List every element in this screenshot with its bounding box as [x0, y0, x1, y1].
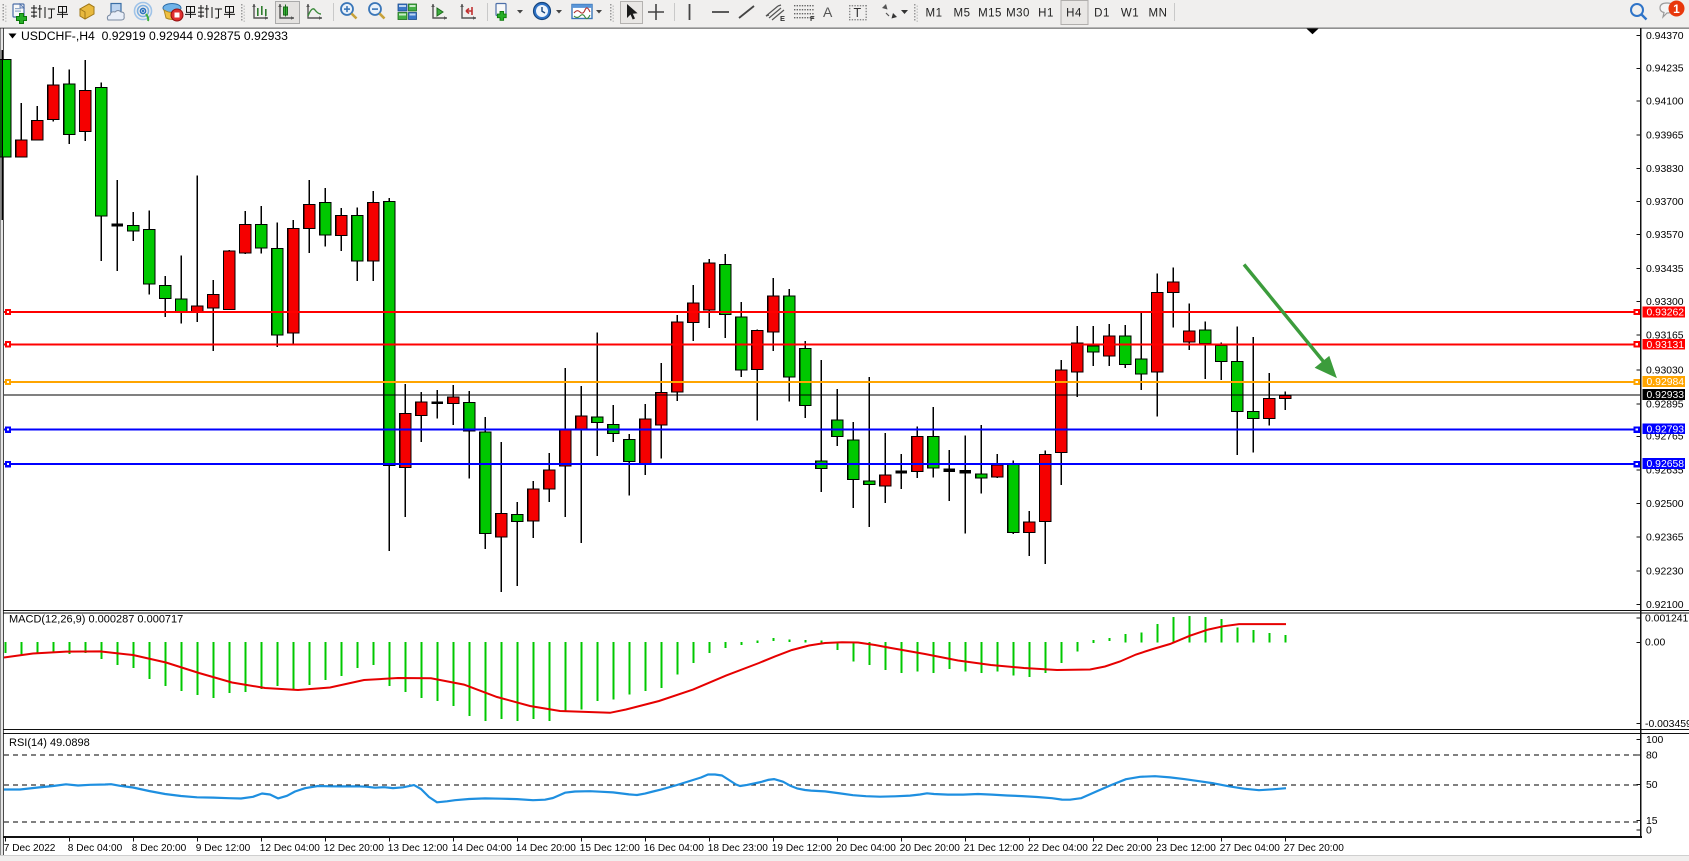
- svg-text:0.92500: 0.92500: [1646, 499, 1684, 510]
- svg-text:W1: W1: [1121, 8, 1139, 20]
- svg-text:0.92793: 0.92793: [1647, 424, 1685, 435]
- svg-text:0.92635: 0.92635: [1646, 465, 1684, 476]
- svg-text:0.92765: 0.92765: [1646, 432, 1684, 443]
- svg-text:0.94370: 0.94370: [1646, 31, 1684, 42]
- svg-text:15 Dec 12:00: 15 Dec 12:00: [580, 843, 640, 854]
- svg-text:E: E: [780, 14, 785, 23]
- svg-text:8 Dec 04:00: 8 Dec 04:00: [68, 843, 123, 854]
- svg-text:20 Dec 04:00: 20 Dec 04:00: [836, 843, 896, 854]
- svg-text:0.92230: 0.92230: [1646, 566, 1684, 577]
- svg-text:0.00: 0.00: [1645, 638, 1665, 649]
- svg-text:T: T: [854, 6, 862, 20]
- svg-text:M5: M5: [954, 8, 971, 20]
- svg-text:12 Dec 04:00: 12 Dec 04:00: [260, 843, 320, 854]
- svg-text:23 Dec 12:00: 23 Dec 12:00: [1156, 843, 1216, 854]
- svg-text:13 Dec 12:00: 13 Dec 12:00: [388, 843, 448, 854]
- svg-text:27 Dec 04:00: 27 Dec 04:00: [1220, 843, 1280, 854]
- svg-text:22 Dec 04:00: 22 Dec 04:00: [1028, 843, 1088, 854]
- svg-text:0.92658: 0.92658: [1647, 459, 1685, 470]
- svg-text:MACD(12,26,9) 0.000287 0.00071: MACD(12,26,9) 0.000287 0.000717: [9, 614, 183, 626]
- svg-text:9 Dec 12:00: 9 Dec 12:00: [196, 843, 251, 854]
- svg-text:27 Dec 20:00: 27 Dec 20:00: [1284, 843, 1344, 854]
- svg-text:12 Dec 20:00: 12 Dec 20:00: [324, 843, 384, 854]
- svg-text:A: A: [823, 4, 833, 20]
- svg-text:0.93700: 0.93700: [1646, 197, 1684, 208]
- svg-text:MN: MN: [1149, 8, 1168, 20]
- svg-text:0.93262: 0.93262: [1647, 308, 1685, 319]
- svg-text:0.93030: 0.93030: [1646, 365, 1684, 376]
- svg-text:D1: D1: [1094, 8, 1110, 20]
- svg-text:15: 15: [1646, 816, 1658, 827]
- svg-text:80: 80: [1646, 751, 1658, 762]
- svg-text:0.92365: 0.92365: [1646, 532, 1684, 543]
- svg-text:0.93131: 0.93131: [1647, 340, 1685, 351]
- svg-text:50: 50: [1646, 780, 1658, 791]
- svg-text:0.93830: 0.93830: [1646, 164, 1684, 175]
- svg-text:20 Dec 20:00: 20 Dec 20:00: [900, 843, 960, 854]
- svg-text:F: F: [810, 14, 815, 23]
- svg-text:RSI(14) 49.0898: RSI(14) 49.0898: [9, 737, 90, 749]
- svg-text:14 Dec 04:00: 14 Dec 04:00: [452, 843, 512, 854]
- svg-text:0.92984: 0.92984: [1647, 377, 1685, 388]
- svg-text:USDCHF-,H4 0.92919 0.92944 0.: USDCHF-,H4 0.92919 0.92944 0.92875 0.929…: [21, 29, 288, 43]
- svg-text:H4: H4: [1066, 8, 1082, 20]
- svg-text:0.001241: 0.001241: [1645, 614, 1689, 625]
- svg-text:7 Dec 2022: 7 Dec 2022: [4, 843, 56, 854]
- svg-text:H1: H1: [1038, 8, 1054, 20]
- svg-text:21 Dec 12:00: 21 Dec 12:00: [964, 843, 1024, 854]
- svg-text:14 Dec 20:00: 14 Dec 20:00: [516, 843, 576, 854]
- svg-text:0.92895: 0.92895: [1646, 399, 1684, 410]
- svg-text:0.94100: 0.94100: [1646, 97, 1684, 108]
- svg-text:18 Dec 23:00: 18 Dec 23:00: [708, 843, 768, 854]
- svg-text:M15: M15: [978, 8, 1002, 20]
- svg-text:0.93965: 0.93965: [1646, 130, 1684, 141]
- svg-text:0.93570: 0.93570: [1646, 230, 1684, 241]
- svg-text:8 Dec 20:00: 8 Dec 20:00: [132, 843, 187, 854]
- svg-text:0.94235: 0.94235: [1646, 64, 1684, 75]
- svg-text:-0.003459: -0.003459: [1645, 719, 1689, 730]
- svg-text:22 Dec 20:00: 22 Dec 20:00: [1092, 843, 1152, 854]
- svg-text:0.93435: 0.93435: [1646, 264, 1684, 275]
- svg-text:M30: M30: [1006, 8, 1030, 20]
- svg-text:0.93165: 0.93165: [1646, 330, 1684, 341]
- svg-text:0.93300: 0.93300: [1646, 297, 1684, 308]
- svg-text:19 Dec 12:00: 19 Dec 12:00: [772, 843, 832, 854]
- svg-text:0.92933: 0.92933: [1647, 390, 1685, 401]
- svg-text:0: 0: [1646, 825, 1652, 836]
- svg-text:M1: M1: [926, 8, 943, 20]
- svg-text:0.92100: 0.92100: [1646, 600, 1684, 611]
- svg-text:16 Dec 04:00: 16 Dec 04:00: [644, 843, 704, 854]
- svg-text:100: 100: [1646, 735, 1664, 746]
- svg-text:1: 1: [1673, 2, 1680, 16]
